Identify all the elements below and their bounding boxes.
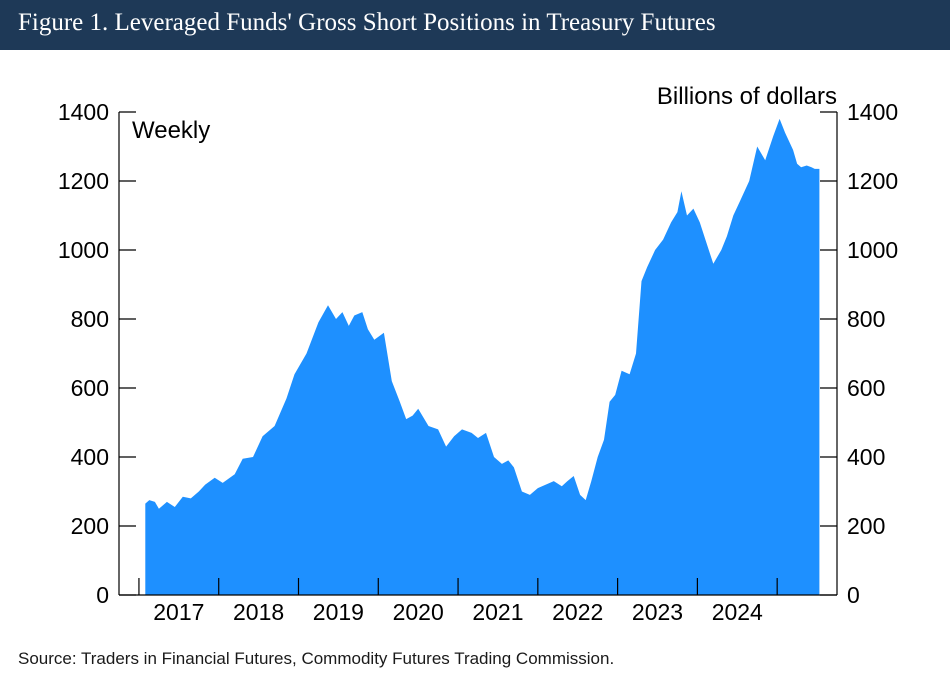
y-tick-label-left: 800 bbox=[71, 306, 109, 332]
source-note: Source: Traders in Financial Futures, Co… bbox=[18, 649, 615, 668]
y-tick-label-right: 1200 bbox=[847, 168, 898, 194]
y-tick-label-right: 800 bbox=[847, 306, 885, 332]
y-tick-label-right: 400 bbox=[847, 444, 885, 470]
y-tick-label-right: 1000 bbox=[847, 237, 898, 263]
x-tick-label: 2020 bbox=[393, 599, 444, 625]
y-tick-label-left: 0 bbox=[96, 582, 109, 608]
y-tick-label-left: 1400 bbox=[58, 99, 109, 125]
x-tick-label: 2018 bbox=[233, 599, 284, 625]
x-tick-label: 2019 bbox=[313, 599, 364, 625]
frequency-label: Weekly bbox=[132, 117, 210, 144]
y-tick-label-right: 1400 bbox=[847, 99, 898, 125]
x-tick-label: 2022 bbox=[552, 599, 603, 625]
x-tick-label: 2023 bbox=[632, 599, 683, 625]
units-label: Billions of dollars bbox=[657, 83, 837, 110]
figure-title: Figure 1. Leveraged Funds' Gross Short P… bbox=[18, 9, 716, 36]
axes-layer bbox=[118, 111, 838, 596]
x-tick-label: 2021 bbox=[472, 599, 523, 625]
area-layer bbox=[145, 118, 820, 596]
x-tick-label: 2024 bbox=[712, 599, 763, 625]
y-tick-label-left: 200 bbox=[71, 513, 109, 539]
y-tick-label-left: 600 bbox=[71, 375, 109, 401]
y-tick-label-right: 600 bbox=[847, 375, 885, 401]
y-tick-label-left: 1200 bbox=[58, 168, 109, 194]
area-chart: 0 0 200 200 400 400 600 600 800 800 1000 1000 1200 12… bbox=[58, 83, 898, 625]
y-tick-label-right: 0 bbox=[847, 582, 860, 608]
title-bar: Figure 1. Leveraged Funds' Gross Short P… bbox=[0, 0, 950, 50]
label-layer: 0 0 200 200 400 400 600 600 800 800 1000 1000 1200 12… bbox=[58, 83, 898, 625]
y-tick-label-left: 400 bbox=[71, 444, 109, 470]
area-series-0 bbox=[145, 118, 820, 596]
x-tick-label: 2017 bbox=[153, 599, 204, 625]
y-tick-label-right: 200 bbox=[847, 513, 885, 539]
y-tick-label-left: 1000 bbox=[58, 237, 109, 263]
